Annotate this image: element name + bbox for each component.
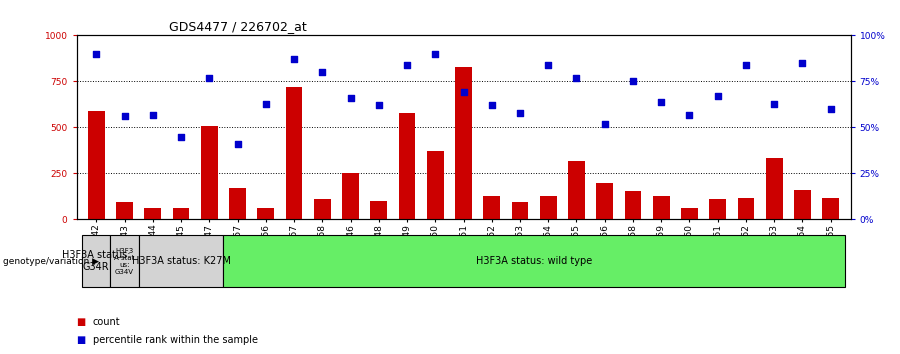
Bar xyxy=(201,126,218,219)
Point xyxy=(89,51,104,57)
Bar xyxy=(223,235,845,287)
Point xyxy=(146,112,160,118)
Bar xyxy=(794,190,811,219)
Bar xyxy=(823,198,839,219)
Bar xyxy=(342,173,359,219)
Point xyxy=(796,60,810,66)
Bar xyxy=(116,202,133,219)
Bar xyxy=(737,198,754,219)
Bar xyxy=(144,209,161,219)
Bar xyxy=(88,111,104,219)
Bar xyxy=(568,161,585,219)
Bar xyxy=(173,207,190,219)
Point xyxy=(315,69,329,75)
Text: H3F3A status: wild type: H3F3A status: wild type xyxy=(476,256,592,266)
Text: GDS4477 / 226702_at: GDS4477 / 226702_at xyxy=(169,20,307,33)
Point xyxy=(654,99,669,104)
Point xyxy=(484,103,499,108)
Point xyxy=(343,95,357,101)
Bar xyxy=(257,207,274,219)
Point xyxy=(258,101,273,106)
Bar xyxy=(82,235,111,287)
Point xyxy=(767,101,781,106)
Bar xyxy=(652,195,670,219)
Point xyxy=(739,62,753,68)
Point xyxy=(824,106,838,112)
Bar xyxy=(427,152,444,219)
Text: ■: ■ xyxy=(76,335,86,345)
Point xyxy=(626,79,640,84)
Bar xyxy=(111,235,139,287)
Bar xyxy=(681,207,698,219)
Point xyxy=(682,112,697,118)
Bar xyxy=(314,199,330,219)
Point xyxy=(513,110,527,115)
Point xyxy=(570,75,584,81)
Text: H3F3A status:
G34R: H3F3A status: G34R xyxy=(62,250,130,272)
Bar xyxy=(139,235,223,287)
Point xyxy=(372,103,386,108)
Point xyxy=(202,75,217,81)
Text: H3F3A status: K27M: H3F3A status: K27M xyxy=(131,256,230,266)
Bar xyxy=(455,67,472,219)
Bar xyxy=(511,202,528,219)
Bar xyxy=(399,113,416,219)
Point xyxy=(456,90,471,95)
Bar xyxy=(766,158,783,219)
Point xyxy=(598,121,612,127)
Text: ■: ■ xyxy=(76,317,86,327)
Bar xyxy=(285,87,302,219)
Text: genotype/variation ▶: genotype/variation ▶ xyxy=(3,257,99,266)
Point xyxy=(287,57,302,62)
Point xyxy=(400,62,414,68)
Point xyxy=(541,62,555,68)
Point xyxy=(230,141,245,147)
Text: H3F3
A stat
us:
G34V: H3F3 A stat us: G34V xyxy=(114,247,135,275)
Point xyxy=(428,51,443,57)
Point xyxy=(174,134,188,139)
Bar xyxy=(709,199,726,219)
Bar xyxy=(625,191,642,219)
Bar xyxy=(370,201,387,219)
Point xyxy=(117,114,131,119)
Bar xyxy=(483,196,500,219)
Point xyxy=(710,93,724,99)
Text: percentile rank within the sample: percentile rank within the sample xyxy=(93,335,257,345)
Bar xyxy=(597,183,613,219)
Bar xyxy=(540,195,557,219)
Bar xyxy=(229,188,246,219)
Text: count: count xyxy=(93,317,121,327)
